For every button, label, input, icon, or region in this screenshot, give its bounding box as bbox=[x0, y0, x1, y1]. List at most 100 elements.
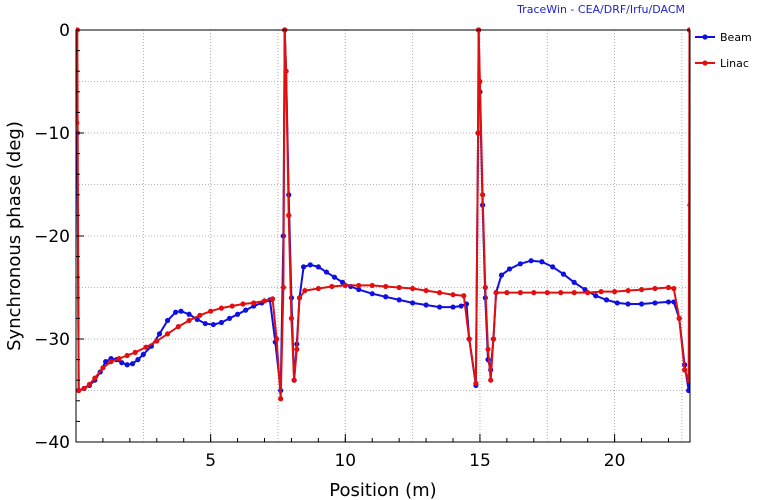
data-point-beam bbox=[210, 321, 216, 328]
data-point-beam bbox=[638, 301, 645, 307]
series-layer bbox=[76, 27, 690, 402]
data-point-beam bbox=[528, 258, 534, 264]
data-point-beam bbox=[517, 261, 523, 267]
data-point-linac bbox=[383, 283, 389, 290]
data-point-linac bbox=[329, 283, 335, 290]
data-point-linac bbox=[665, 284, 672, 291]
data-point-linac bbox=[436, 290, 443, 296]
data-point-linac bbox=[450, 292, 456, 298]
series-beam bbox=[76, 27, 690, 394]
data-point-linac bbox=[240, 301, 246, 307]
data-point-beam bbox=[178, 308, 184, 314]
data-point-linac bbox=[108, 359, 114, 365]
data-point-linac bbox=[143, 344, 149, 350]
data-point-linac bbox=[585, 290, 591, 296]
data-point-linac bbox=[356, 282, 362, 289]
data-point-linac bbox=[475, 130, 481, 136]
data-point-beam bbox=[603, 297, 610, 303]
data-point-beam bbox=[571, 279, 577, 285]
data-point-beam bbox=[307, 262, 313, 268]
data-point-beam bbox=[625, 301, 631, 307]
data-point-beam bbox=[614, 300, 620, 306]
data-point-linac bbox=[571, 290, 577, 296]
data-point-beam bbox=[423, 302, 429, 308]
x-tick-label: 10 bbox=[334, 451, 356, 471]
series-linac bbox=[76, 27, 690, 402]
data-point-linac bbox=[286, 212, 292, 218]
data-point-linac bbox=[480, 192, 486, 198]
data-point-beam bbox=[652, 300, 658, 306]
data-point-linac bbox=[671, 285, 677, 292]
data-point-linac bbox=[76, 387, 82, 394]
legend-label-beam: Beam bbox=[720, 31, 752, 44]
data-point-linac bbox=[291, 377, 297, 383]
data-point-linac bbox=[76, 120, 80, 126]
data-point-linac bbox=[132, 349, 138, 355]
data-point-linac bbox=[208, 308, 214, 314]
x-tick-label: 5 bbox=[205, 451, 216, 471]
data-point-beam bbox=[135, 357, 141, 363]
data-point-beam bbox=[498, 272, 505, 278]
data-point-linac bbox=[410, 285, 416, 292]
data-point-beam bbox=[300, 264, 307, 270]
data-point-linac bbox=[466, 336, 472, 342]
data-point-beam bbox=[550, 264, 556, 270]
data-point-linac bbox=[461, 293, 467, 299]
data-point-linac bbox=[274, 336, 280, 342]
data-point-linac bbox=[676, 315, 682, 321]
y-tick-label: 0 bbox=[59, 21, 70, 41]
data-point-linac bbox=[197, 312, 203, 318]
x-tick-label: 20 bbox=[604, 451, 626, 471]
data-point-linac bbox=[477, 78, 483, 85]
data-point-linac bbox=[261, 298, 268, 304]
data-point-beam bbox=[164, 317, 171, 324]
data-point-linac bbox=[488, 377, 494, 383]
legend-label-linac: Linac bbox=[720, 57, 749, 70]
data-point-beam bbox=[539, 259, 545, 265]
data-point-linac bbox=[396, 284, 402, 291]
watermark-text: TraceWin - CEA/DRF/Irfu/DACM bbox=[516, 3, 685, 16]
data-point-beam bbox=[226, 315, 233, 321]
data-point-linac bbox=[302, 287, 308, 294]
data-point-beam bbox=[124, 362, 130, 368]
data-point-linac bbox=[92, 375, 98, 381]
data-point-linac bbox=[686, 377, 690, 383]
data-point-linac bbox=[218, 305, 225, 311]
data-point-linac bbox=[269, 296, 276, 302]
y-tick-label: −30 bbox=[34, 330, 70, 350]
data-point-beam bbox=[506, 266, 513, 272]
data-point-linac bbox=[296, 295, 303, 301]
data-point-beam bbox=[593, 293, 599, 299]
data-point-beam bbox=[686, 387, 690, 394]
legend-marker-beam bbox=[702, 34, 708, 40]
data-point-linac bbox=[682, 367, 688, 373]
x-tick-label: 15 bbox=[469, 451, 491, 471]
data-point-linac bbox=[229, 303, 235, 309]
data-point-linac bbox=[625, 287, 631, 294]
data-point-beam bbox=[156, 331, 163, 337]
series-line-linac bbox=[76, 29, 690, 400]
x-axis-label: Position (m) bbox=[329, 480, 436, 500]
data-point-linac bbox=[531, 290, 537, 296]
data-point-linac bbox=[485, 346, 491, 352]
data-point-beam bbox=[218, 319, 225, 326]
data-point-linac bbox=[186, 317, 192, 324]
series-line-beam bbox=[76, 29, 690, 392]
data-point-linac bbox=[124, 352, 130, 359]
data-point-beam bbox=[129, 361, 136, 367]
data-point-beam bbox=[356, 286, 362, 293]
plot-frame bbox=[75, 29, 691, 443]
data-point-linac bbox=[280, 284, 286, 291]
data-point-linac bbox=[116, 355, 122, 362]
data-point-beam bbox=[458, 303, 464, 309]
data-point-linac bbox=[283, 68, 289, 74]
legend-entry-beam: Beam bbox=[695, 31, 752, 44]
data-point-beam bbox=[103, 359, 109, 365]
data-point-linac bbox=[611, 289, 618, 295]
ticks: 0 −10 −20 −30 −40 5 10 15 20 bbox=[34, 21, 669, 471]
data-point-linac bbox=[164, 331, 171, 337]
data-point-beam bbox=[119, 360, 125, 366]
data-point-linac bbox=[473, 380, 479, 386]
data-point-beam bbox=[323, 269, 330, 275]
